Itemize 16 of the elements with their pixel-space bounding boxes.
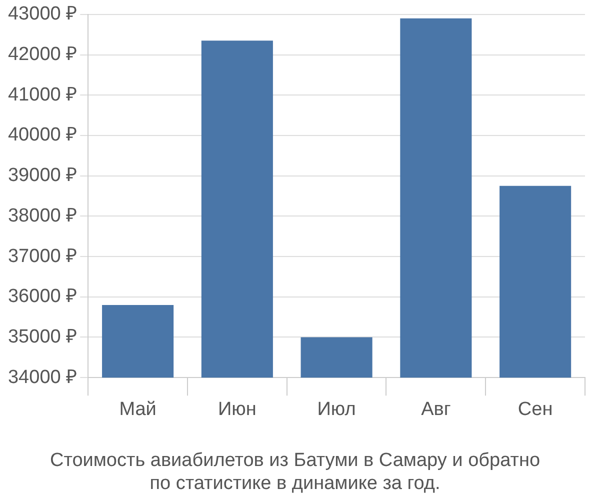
y-tick-label: 36000 ₽ <box>8 286 78 308</box>
x-tick-label: Авг <box>421 399 451 420</box>
x-tick-label: Май <box>119 399 156 420</box>
x-tick-label: Июл <box>317 399 356 420</box>
y-tick-label: 38000 ₽ <box>8 205 78 226</box>
y-tick-label: 37000 ₽ <box>8 246 78 267</box>
y-tick-label: 34000 ₽ <box>8 366 78 388</box>
y-tick-label: 40000 ₽ <box>8 124 78 146</box>
y-tick-label: 43000 ₽ <box>8 4 78 25</box>
y-tick-label: 39000 ₽ <box>8 165 78 186</box>
x-tick-label: Июн <box>218 399 256 420</box>
y-tick-label: 35000 ₽ <box>8 326 78 348</box>
y-tick-label: 42000 ₽ <box>8 44 78 65</box>
text: Стоимость авиабилетов из Батуми в Самару и обратно по статистике в динамике за год. <box>50 450 540 494</box>
x-tick-label: Сен <box>518 399 553 420</box>
y-tick-label: 41000 ₽ <box>8 84 78 106</box>
